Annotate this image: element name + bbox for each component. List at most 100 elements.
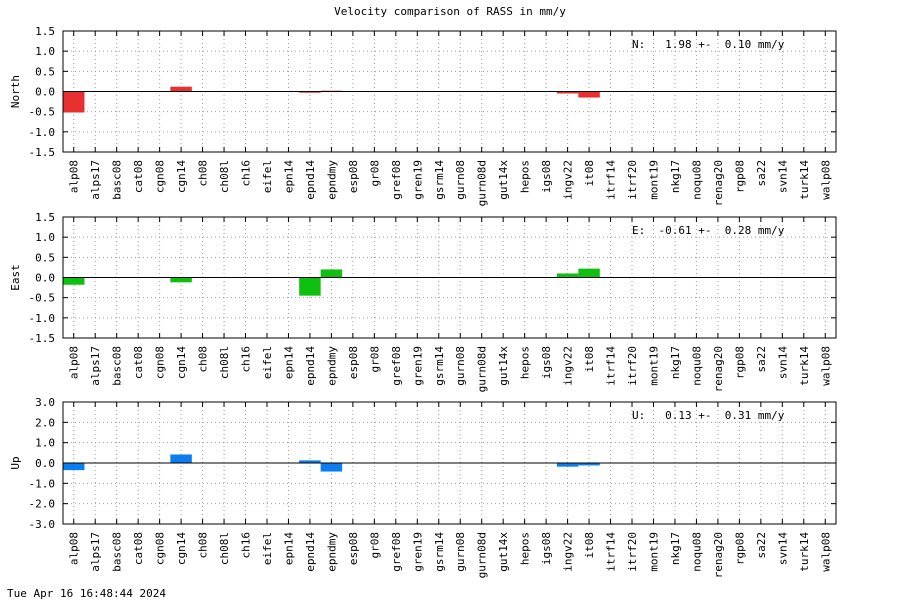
bar-it08: [578, 268, 600, 278]
x-tick-label: ch16: [240, 346, 253, 373]
y-tick-label: -1.0: [29, 312, 56, 325]
y-tick-label: 0.5: [35, 251, 55, 264]
y-tick-label: -1.0: [29, 477, 56, 490]
x-tick-label: basc08: [111, 532, 124, 572]
bar-it08: [578, 91, 600, 98]
x-tick-label: noqu08: [690, 160, 703, 200]
x-tick-label: alps17: [89, 160, 102, 200]
y-tick-label: 1.0: [35, 45, 55, 58]
y-tick-label: 0.0: [35, 457, 55, 470]
y-tick-label: -1.0: [29, 126, 56, 139]
x-tick-label: itrf20: [626, 160, 639, 200]
y-tick-label: 3.0: [35, 396, 55, 409]
velocity-annotation: U: 0.13 +- 0.31 mm/y: [632, 409, 785, 422]
bar-ingv22: [556, 273, 579, 278]
x-tick-label: gurn08d: [476, 532, 489, 578]
x-tick-label: basc08: [111, 160, 124, 200]
x-tick-label: epnd14: [304, 346, 317, 386]
x-tick-label: it08: [583, 346, 596, 373]
chart-title: Velocity comparison of RASS in mm/y: [334, 5, 566, 18]
plot-frame: [62, 30, 837, 153]
bar-epnd14: [299, 91, 321, 93]
x-tick-label: sa22: [755, 532, 768, 559]
x-tick-label: ch16: [240, 532, 253, 559]
x-tick-label: svn14: [776, 346, 789, 379]
x-tick-label: svn14: [776, 160, 789, 193]
x-tick-label: mont19: [647, 346, 660, 386]
x-tick-label: ch08l: [218, 160, 231, 193]
bar-alp08: [63, 91, 85, 113]
x-tick-label: gurn08d: [476, 346, 489, 392]
x-tick-label: ch16: [240, 160, 253, 187]
x-tick-label: cgn08: [154, 532, 167, 565]
x-tick-label: gut14x: [497, 532, 510, 572]
x-tick-label: itrf14: [605, 160, 618, 200]
x-tick-label: itrf14: [605, 532, 618, 572]
x-tick-label: cat08: [132, 532, 145, 565]
y-axis-label: North: [9, 75, 22, 108]
x-tick-label: eifel: [261, 346, 274, 379]
x-tick-label: rgp08: [733, 160, 746, 193]
bar-epnd14: [299, 460, 321, 463]
y-tick-label: -0.5: [29, 292, 56, 305]
bar-alp08: [63, 463, 85, 471]
x-tick-label: sa22: [755, 346, 768, 373]
x-tick-label: mont19: [647, 160, 660, 200]
x-tick-label: noqu08: [690, 532, 703, 572]
bar-it08: [578, 463, 600, 466]
x-tick-label: gren19: [411, 346, 424, 386]
y-tick-label: 0.5: [35, 65, 55, 78]
x-tick-label: igs08: [540, 532, 553, 565]
x-tick-label: epndmy: [325, 160, 338, 200]
x-tick-label: gref08: [390, 160, 403, 200]
x-tick-label: gurn08: [454, 346, 467, 386]
x-tick-label: svn14: [776, 532, 789, 565]
y-tick-label: 1.5: [35, 211, 55, 224]
bar-alp08: [63, 277, 85, 285]
y-tick-label: -0.5: [29, 106, 56, 119]
x-tick-label: rgp08: [733, 532, 746, 565]
y-axis-label: Up: [9, 456, 22, 469]
x-tick-label: ch08: [197, 346, 210, 373]
x-tick-label: ingv22: [562, 532, 575, 572]
bar-cgn14: [170, 277, 192, 283]
y-axis-label: East: [9, 264, 22, 291]
x-tick-label: gurn08d: [476, 160, 489, 206]
x-tick-label: alp08: [68, 160, 81, 193]
x-tick-label: renag20: [712, 532, 725, 578]
x-tick-label: noqu08: [690, 346, 703, 386]
bar-epndmy: [320, 269, 343, 278]
x-tick-label: epnd14: [304, 532, 317, 572]
bar-epndmy: [320, 463, 343, 472]
plot-frame: [62, 216, 837, 339]
bar-ingv22: [556, 91, 579, 94]
x-tick-label: cgn08: [154, 160, 167, 193]
x-tick-label: epnd14: [304, 160, 317, 200]
x-tick-label: gref08: [390, 532, 403, 572]
x-tick-label: epn14: [282, 346, 295, 379]
bar-ingv22: [556, 463, 579, 467]
x-tick-label: nkg17: [669, 346, 682, 379]
x-tick-label: gurn08: [454, 532, 467, 572]
x-tick-label: gut14x: [497, 160, 510, 200]
x-tick-label: gr08: [368, 160, 381, 187]
x-tick-label: gr08: [368, 346, 381, 373]
timestamp-footer: Tue Apr 16 16:48:44 2024: [7, 587, 166, 600]
y-tick-label: -1.5: [29, 332, 56, 345]
x-tick-label: alps17: [89, 346, 102, 386]
x-tick-label: alp08: [68, 346, 81, 379]
y-tick-label: 0.0: [35, 86, 55, 99]
x-tick-label: renag20: [712, 160, 725, 206]
velocity-annotation: N: 1.98 +- 0.10 mm/y: [632, 38, 785, 51]
x-tick-label: esp08: [347, 160, 360, 193]
x-tick-label: mont19: [647, 532, 660, 572]
y-tick-label: 1.0: [35, 231, 55, 244]
x-tick-label: epndmy: [325, 346, 338, 386]
x-tick-label: esp08: [347, 346, 360, 379]
x-tick-label: itrf14: [605, 346, 618, 386]
x-tick-label: walp08: [819, 346, 832, 386]
x-tick-label: eifel: [261, 160, 274, 193]
y-tick-label: 2.0: [35, 416, 55, 429]
x-tick-label: gsrm14: [433, 532, 446, 572]
